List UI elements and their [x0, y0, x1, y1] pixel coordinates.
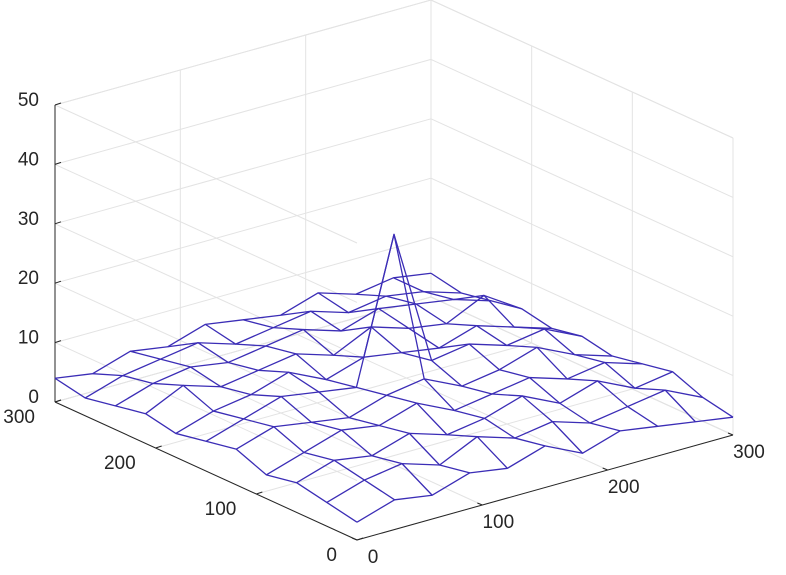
grid-line — [54, 104, 358, 244]
x-tick — [477, 502, 483, 506]
z-tick — [54, 161, 62, 165]
y-tick-label: 0 — [326, 545, 337, 566]
z-tick — [54, 102, 62, 106]
z-tick — [54, 340, 62, 344]
grid-line — [54, 163, 358, 303]
x-tick — [351, 537, 358, 541]
mesh-column — [317, 292, 621, 432]
x-tick-label: 100 — [482, 512, 514, 533]
grid-line — [430, 296, 734, 436]
grid-line — [54, 237, 432, 344]
x-tick — [727, 432, 734, 436]
mesh-column — [355, 293, 659, 427]
grid-line — [54, 58, 432, 165]
x-axis — [356, 434, 734, 541]
grid-line — [430, 237, 734, 377]
mesh-row — [326, 389, 703, 503]
y-tick — [54, 399, 62, 403]
z-tick — [54, 280, 62, 284]
y-tick — [155, 445, 162, 449]
mesh-column — [430, 272, 734, 418]
grid-line — [155, 342, 532, 449]
grid-line — [430, 58, 734, 198]
z-tick-label: 20 — [18, 268, 39, 289]
grid-line — [305, 331, 608, 471]
grid-line — [54, 282, 358, 422]
y-tick-label: 200 — [104, 453, 136, 474]
grid-line — [54, 342, 358, 482]
mesh-column — [280, 310, 584, 454]
y-axis — [54, 401, 358, 541]
grid-line — [256, 388, 633, 495]
grid-line — [430, 177, 734, 317]
grid-line — [54, 177, 432, 284]
grid-line — [430, 0, 734, 139]
mesh-row — [205, 233, 583, 442]
mesh-column — [54, 377, 358, 523]
y-tick — [256, 491, 263, 495]
mesh-column — [393, 277, 696, 423]
y-tick-label: 300 — [3, 407, 35, 428]
mesh-column — [242, 233, 546, 447]
y-tick — [356, 537, 364, 541]
x-tick-label: 300 — [733, 442, 765, 463]
z-tick-label: 50 — [18, 90, 39, 111]
z-tick-label: 40 — [18, 149, 39, 170]
y-tick-label: 100 — [205, 499, 237, 520]
z-tick — [54, 221, 62, 225]
z-tick-label: 30 — [18, 209, 39, 230]
mesh-row — [54, 272, 432, 379]
mesh-column — [205, 323, 508, 469]
x-tick-label: 200 — [608, 477, 640, 498]
grid-line — [430, 118, 734, 258]
mesh-column — [130, 350, 433, 496]
x-tick-label: 0 — [368, 547, 379, 568]
grid-line — [54, 223, 358, 363]
mesh-column — [167, 342, 470, 474]
mesh-column — [92, 373, 395, 501]
x-tick — [602, 467, 608, 471]
grid-line — [54, 0, 432, 106]
z-tick-label: 0 — [28, 387, 39, 408]
grid-line — [54, 118, 432, 225]
z-tick-label: 10 — [18, 328, 39, 349]
